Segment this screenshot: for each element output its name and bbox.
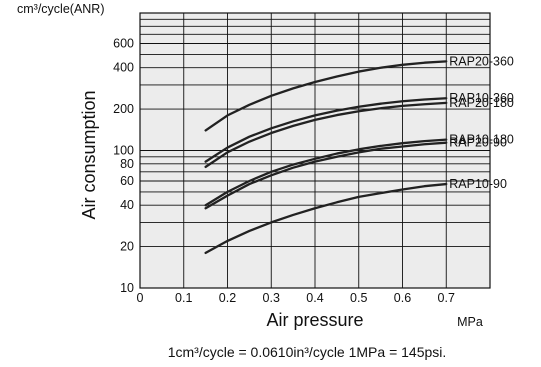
- x-tick-label: 0.4: [306, 291, 323, 305]
- series-line-rap10-180: [204, 138, 448, 207]
- conversion-footnote: 1cm³/cycle = 0.0610in³/cycle 1MPa = 145p…: [168, 344, 447, 360]
- y-tick-label: 400: [113, 61, 134, 75]
- y-tick-label: 40: [120, 198, 134, 212]
- y-tick-label: 200: [113, 102, 134, 116]
- series-label-rap20-90: RAP20-90: [449, 136, 507, 150]
- y-tick-label: 60: [120, 174, 134, 188]
- y-axis-title: Air consumption: [79, 90, 99, 219]
- y-tick-label: 80: [120, 157, 134, 171]
- x-unit-label: MPa: [457, 315, 483, 329]
- plot-frame: [139, 12, 491, 289]
- series-label-rap10-90: RAP10-90: [449, 177, 507, 191]
- y-tick-label: 10: [120, 281, 134, 295]
- series-label-rap10-180: RAP10-180: [449, 133, 514, 147]
- x-tick-label: 0.5: [350, 291, 367, 305]
- series-line-rap20-180: [204, 101, 448, 169]
- x-tick-label: 0: [137, 291, 144, 305]
- x-tick-labels: 0 0.1 0.2 0.3 0.4 0.5 0.6 0.7: [137, 291, 455, 305]
- series-label-rap20-360: RAP20-360: [449, 54, 514, 68]
- x-tick-label: 0.7: [438, 291, 455, 305]
- y-tick-label: 100: [113, 144, 134, 158]
- x-tick-label: 0.6: [394, 291, 411, 305]
- y-unit-label: cm³/cycle(ANR): [17, 2, 105, 16]
- series-line-rap10-90: [204, 182, 448, 255]
- x-tick-label: 0.2: [219, 291, 236, 305]
- y-tick-label: 600: [113, 37, 134, 51]
- series-layer: [204, 60, 448, 255]
- series-line-rap10-360: [204, 97, 448, 163]
- x-tick-label: 0.1: [175, 291, 192, 305]
- series-line-rap20-90: [204, 141, 448, 210]
- series-line-rap20-360: [204, 60, 448, 132]
- series-label-rap10-360: RAP10-360: [449, 91, 514, 105]
- x-axis-title: Air pressure: [266, 310, 363, 330]
- series-label-rap20-180: RAP20-180: [449, 96, 514, 110]
- y-tick-label: 20: [120, 240, 134, 254]
- x-tick-label: 0.3: [263, 291, 280, 305]
